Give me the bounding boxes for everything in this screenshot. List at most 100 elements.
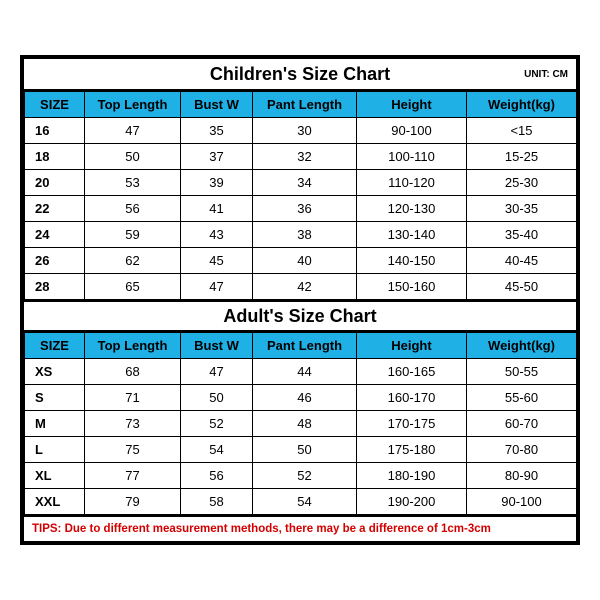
adult-table: SIZE Top Length Bust W Pant Length Heigh…: [24, 332, 577, 515]
cell: 35-40: [467, 222, 577, 248]
cell: 190-200: [357, 489, 467, 515]
cell: 15-25: [467, 144, 577, 170]
cell: 56: [85, 196, 181, 222]
cell: 120-130: [357, 196, 467, 222]
cell: 28: [25, 274, 85, 300]
cell: <15: [467, 118, 577, 144]
cell: 52: [181, 411, 253, 437]
cell: 55-60: [467, 385, 577, 411]
cell: 59: [85, 222, 181, 248]
table-row: 28654742150-16045-50: [25, 274, 577, 300]
cell: 175-180: [357, 437, 467, 463]
cell: 180-190: [357, 463, 467, 489]
cell: 42: [253, 274, 357, 300]
adult-header-row: SIZE Top Length Bust W Pant Length Heigh…: [25, 333, 577, 359]
table-row: XXL795854190-20090-100: [25, 489, 577, 515]
cell: 47: [85, 118, 181, 144]
cell: 79: [85, 489, 181, 515]
cell: 140-150: [357, 248, 467, 274]
col-bust-w: Bust W: [181, 333, 253, 359]
unit-label: UNIT: CM: [524, 69, 568, 80]
cell: 50: [85, 144, 181, 170]
cell: 130-140: [357, 222, 467, 248]
col-height: Height: [357, 92, 467, 118]
cell: 47: [181, 274, 253, 300]
cell: 73: [85, 411, 181, 437]
cell: 77: [85, 463, 181, 489]
cell: 38: [253, 222, 357, 248]
cell: 60-70: [467, 411, 577, 437]
cell: 22: [25, 196, 85, 222]
cell: 54: [181, 437, 253, 463]
cell: 90-100: [357, 118, 467, 144]
cell: 39: [181, 170, 253, 196]
cell: 25-30: [467, 170, 577, 196]
col-weight: Weight(kg): [467, 333, 577, 359]
cell: 50: [253, 437, 357, 463]
cell: 50-55: [467, 359, 577, 385]
children-title: Children's Size Chart: [24, 64, 576, 85]
cell: 30-35: [467, 196, 577, 222]
col-top-length: Top Length: [85, 333, 181, 359]
cell: 36: [253, 196, 357, 222]
cell: 24: [25, 222, 85, 248]
cell: 54: [253, 489, 357, 515]
cell: 71: [85, 385, 181, 411]
table-row: 22564136120-13030-35: [25, 196, 577, 222]
cell: 110-120: [357, 170, 467, 196]
cell: 50: [181, 385, 253, 411]
cell: 75: [85, 437, 181, 463]
cell: 35: [181, 118, 253, 144]
cell: 43: [181, 222, 253, 248]
table-row: 18503732100-11015-25: [25, 144, 577, 170]
cell: 16: [25, 118, 85, 144]
cell: 70-80: [467, 437, 577, 463]
table-row: 1647353090-100<15: [25, 118, 577, 144]
col-weight: Weight(kg): [467, 92, 577, 118]
cell: 56: [181, 463, 253, 489]
cell: 150-160: [357, 274, 467, 300]
table-row: S715046160-17055-60: [25, 385, 577, 411]
col-size: SIZE: [25, 92, 85, 118]
size-chart-container: Children's Size Chart UNIT: CM SIZE Top …: [20, 55, 580, 545]
table-row: 26624540140-15040-45: [25, 248, 577, 274]
cell: 18: [25, 144, 85, 170]
cell: 46: [253, 385, 357, 411]
table-row: L755450175-18070-80: [25, 437, 577, 463]
table-row: XS684744160-16550-55: [25, 359, 577, 385]
adult-title: Adult's Size Chart: [24, 306, 576, 327]
children-header-row: SIZE Top Length Bust W Pant Length Heigh…: [25, 92, 577, 118]
cell: 160-170: [357, 385, 467, 411]
col-pant-length: Pant Length: [253, 333, 357, 359]
cell: 68: [85, 359, 181, 385]
children-title-row: Children's Size Chart UNIT: CM: [24, 59, 576, 91]
cell: 26: [25, 248, 85, 274]
cell: L: [25, 437, 85, 463]
cell: 45: [181, 248, 253, 274]
cell: S: [25, 385, 85, 411]
table-row: 20533934110-12025-30: [25, 170, 577, 196]
cell: 41: [181, 196, 253, 222]
cell: 170-175: [357, 411, 467, 437]
table-row: XL775652180-19080-90: [25, 463, 577, 489]
children-table: SIZE Top Length Bust W Pant Length Heigh…: [24, 91, 577, 300]
tips-note: TIPS: Due to different measurement metho…: [24, 515, 576, 541]
col-top-length: Top Length: [85, 92, 181, 118]
col-size: SIZE: [25, 333, 85, 359]
cell: 52: [253, 463, 357, 489]
cell: 37: [181, 144, 253, 170]
cell: 62: [85, 248, 181, 274]
cell: M: [25, 411, 85, 437]
cell: XL: [25, 463, 85, 489]
table-row: M735248170-17560-70: [25, 411, 577, 437]
cell: 44: [253, 359, 357, 385]
cell: 80-90: [467, 463, 577, 489]
cell: 100-110: [357, 144, 467, 170]
cell: 47: [181, 359, 253, 385]
cell: 40: [253, 248, 357, 274]
cell: 30: [253, 118, 357, 144]
cell: XXL: [25, 489, 85, 515]
col-pant-length: Pant Length: [253, 92, 357, 118]
cell: 65: [85, 274, 181, 300]
cell: XS: [25, 359, 85, 385]
